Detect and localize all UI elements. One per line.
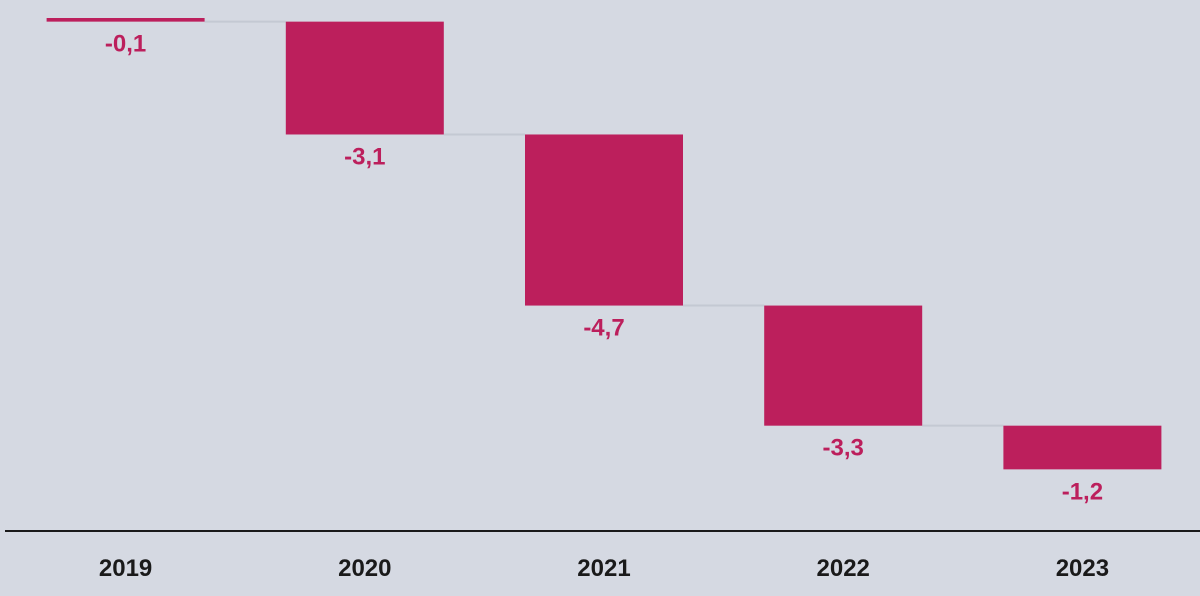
value-label: -4,7 bbox=[583, 315, 624, 342]
bar bbox=[1003, 425, 1162, 470]
value-label: -1,2 bbox=[1062, 478, 1103, 505]
bar bbox=[46, 18, 205, 22]
value-label: -3,1 bbox=[344, 143, 385, 170]
x-tick-label: 2022 bbox=[817, 555, 870, 582]
x-tick-label: 2021 bbox=[577, 555, 630, 582]
x-tick-label: 2023 bbox=[1056, 555, 1109, 582]
x-tick-label: 2020 bbox=[338, 555, 391, 582]
bar bbox=[285, 21, 444, 135]
bar bbox=[764, 305, 923, 426]
x-tick-label: 2019 bbox=[99, 555, 152, 582]
value-label: -3,3 bbox=[823, 435, 864, 462]
value-label: -0,1 bbox=[105, 31, 146, 58]
bar bbox=[525, 134, 683, 306]
